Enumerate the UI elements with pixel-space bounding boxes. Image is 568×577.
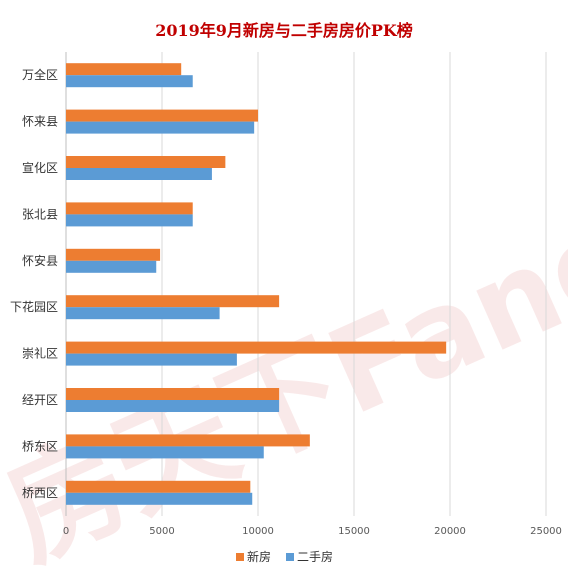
legend: 新房 二手房: [236, 549, 333, 564]
bar-new-home: [66, 202, 193, 215]
bar-new-home: [66, 341, 447, 354]
category-label: 宣化区: [22, 160, 58, 175]
x-tick-label: 0: [63, 526, 69, 537]
category-label: 怀安县: [22, 253, 58, 268]
category-label: 崇礼区: [22, 346, 58, 361]
bar-second-hand: [66, 307, 220, 320]
bar-new-home: [66, 295, 280, 308]
bar-new-home: [66, 109, 258, 122]
legend-swatch: [236, 553, 244, 561]
category-label: 张北县: [22, 207, 58, 221]
bar-second-hand: [66, 260, 157, 273]
bar-second-hand: [66, 121, 255, 134]
bar-new-home: [66, 248, 161, 261]
bar-new-home: [66, 388, 280, 400]
bar-second-hand: [66, 75, 193, 88]
x-tick-label: 10000: [242, 526, 274, 537]
legend-label: 新房: [247, 549, 271, 564]
x-tick-label: 5000: [149, 526, 174, 537]
category-label: 万全区: [22, 67, 58, 82]
chart-title: 2019年9月新房与二手房房价PK榜: [155, 21, 413, 40]
legend-swatch: [286, 553, 294, 561]
bar-new-home: [66, 156, 226, 168]
bar-new-home: [66, 63, 182, 76]
x-tick-labels: 0 5000 10000 15000 20000 25000: [63, 526, 562, 537]
x-tick-label: 25000: [530, 526, 562, 537]
bar-second-hand: [66, 353, 237, 366]
bar-second-hand: [66, 168, 212, 180]
x-tick-label: 15000: [338, 526, 370, 537]
category-label: 经开区: [22, 393, 58, 407]
bar-new-home: [66, 480, 251, 493]
category-label: 桥东区: [22, 439, 58, 453]
category-label: 怀来县: [22, 115, 58, 129]
bar-second-hand: [66, 400, 280, 412]
bar-second-hand: [66, 492, 253, 505]
legend-label: 二手房: [297, 549, 333, 564]
x-tick-label: 20000: [434, 526, 466, 537]
category-label: 桥西区: [22, 486, 58, 500]
bars: [66, 63, 447, 505]
bar-second-hand: [66, 446, 264, 459]
bar-second-hand: [66, 214, 193, 227]
bar-new-home: [66, 434, 310, 447]
category-label: 下花园区: [10, 299, 58, 314]
